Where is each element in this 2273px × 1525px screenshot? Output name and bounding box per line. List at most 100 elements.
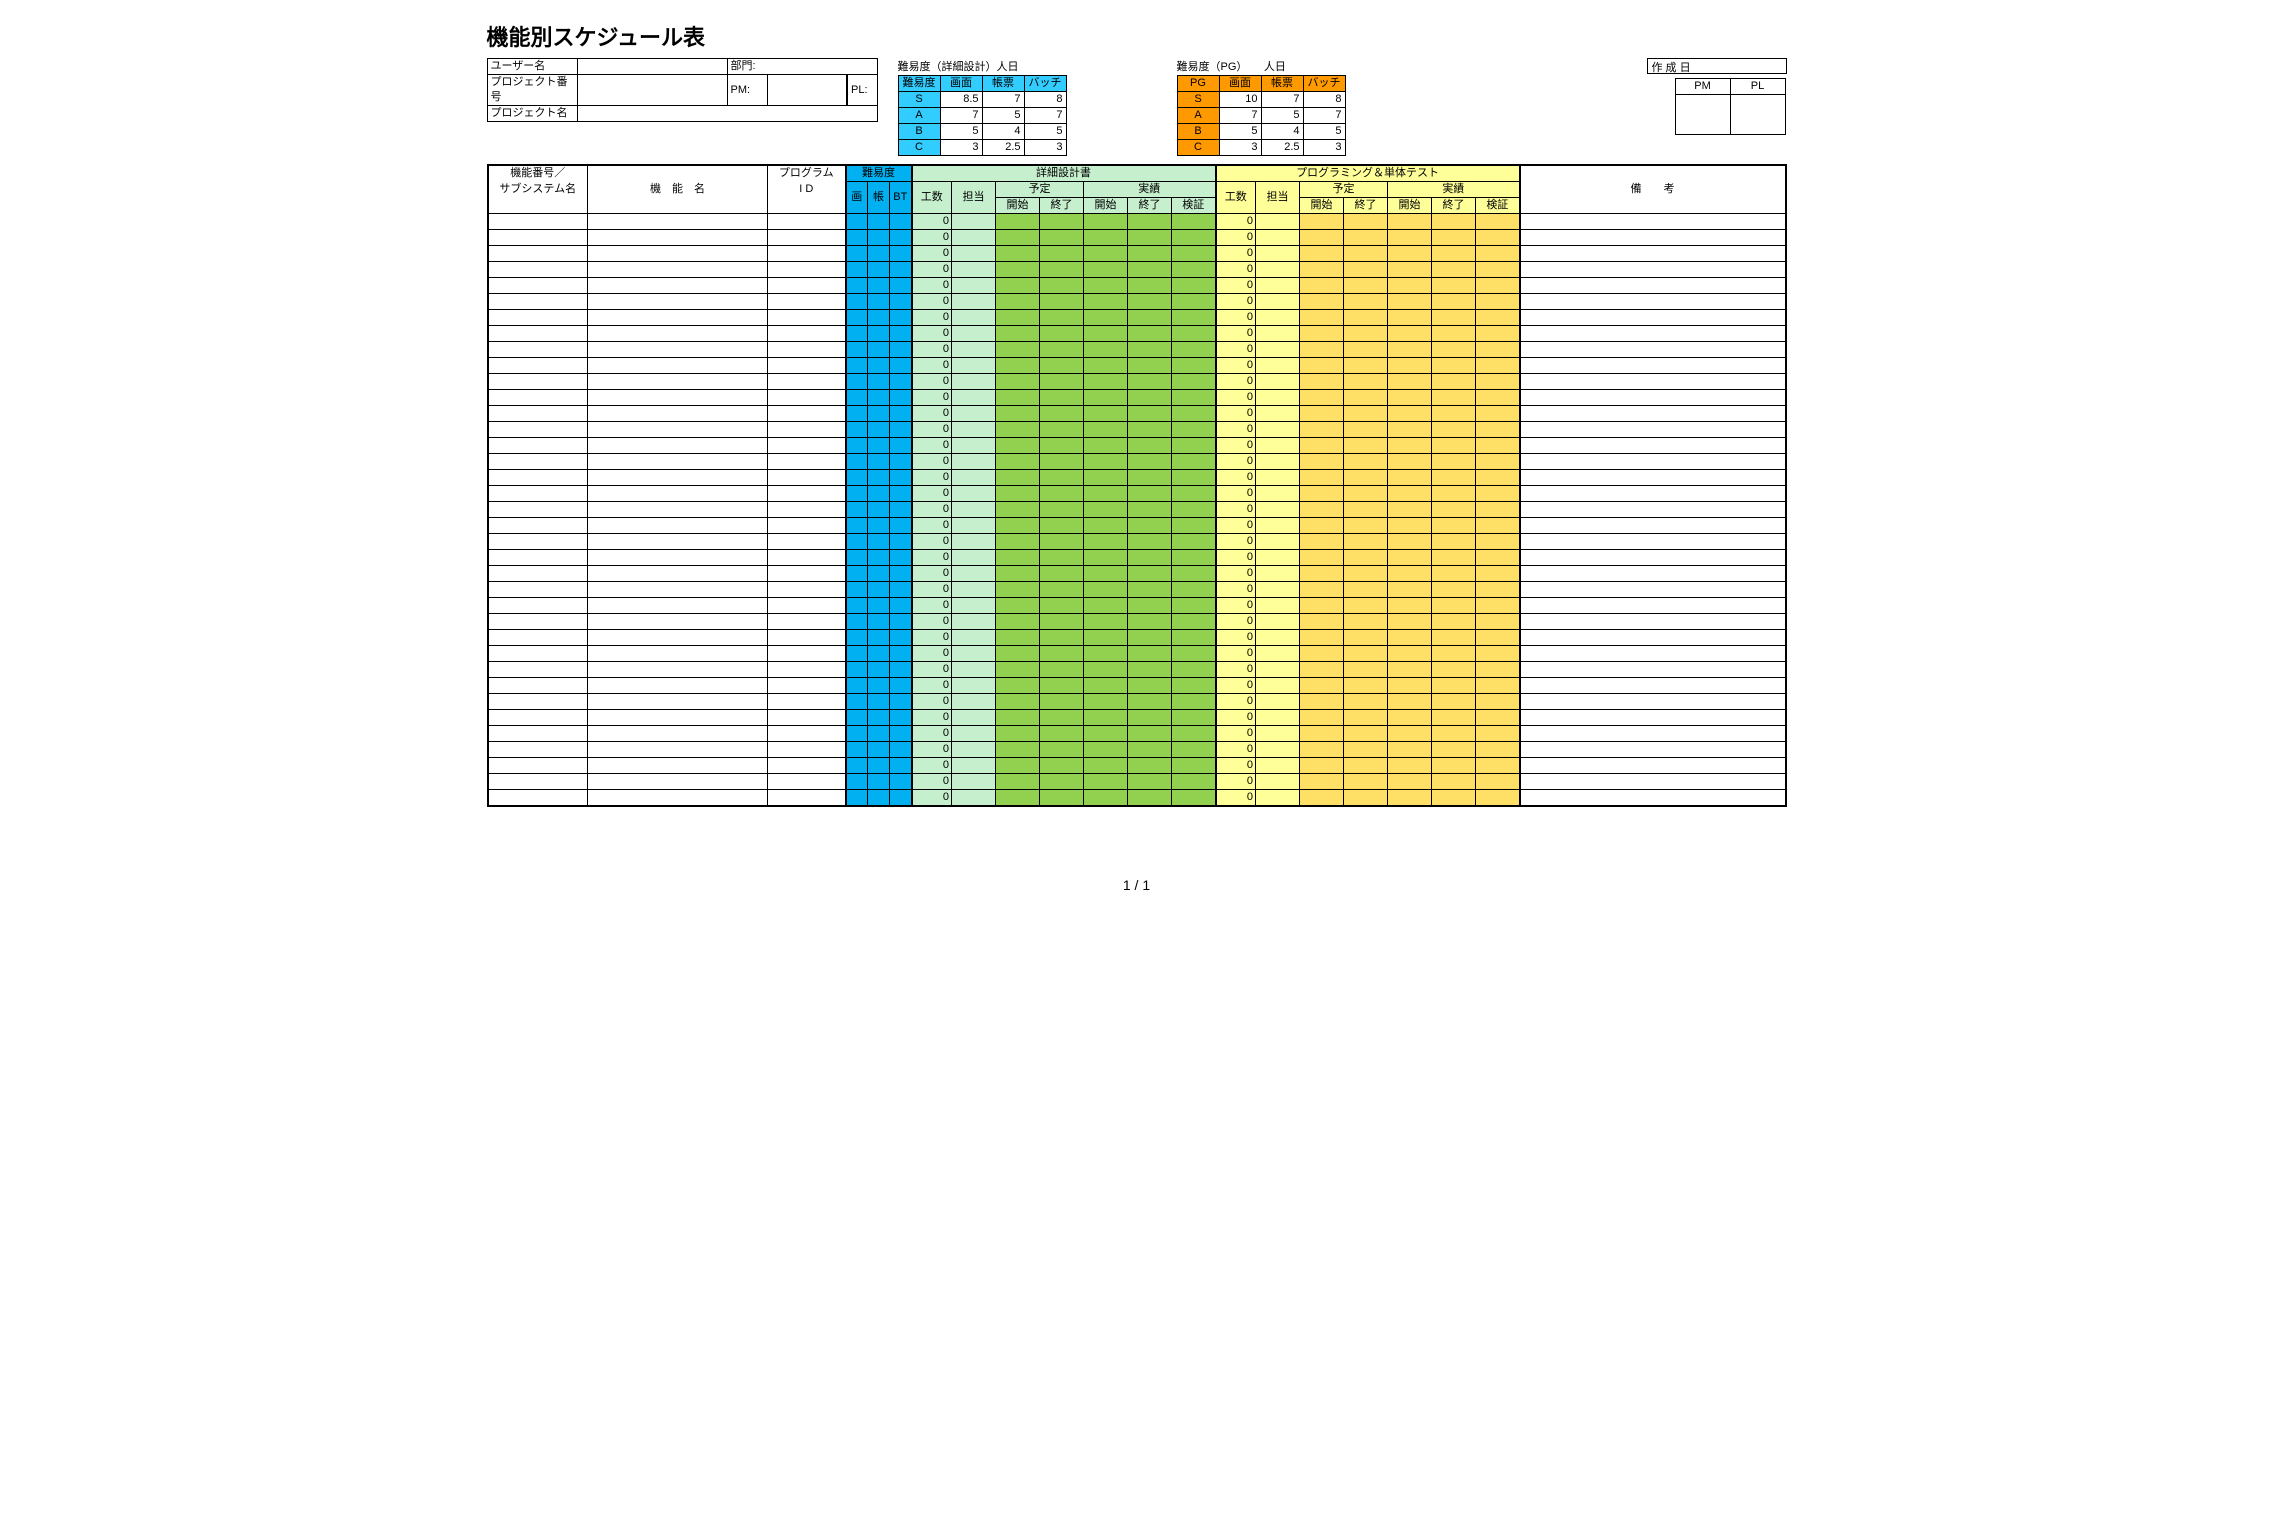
grid-cell[interactable] [996, 230, 1040, 246]
grid-cell[interactable] [588, 486, 768, 502]
grid-cell[interactable]: 0 [1216, 550, 1256, 566]
grid-cell[interactable] [952, 550, 996, 566]
grid-cell[interactable] [1520, 630, 1786, 646]
grid-cell[interactable] [1300, 774, 1344, 790]
grid-cell[interactable] [1520, 454, 1786, 470]
grid-cell[interactable] [1172, 438, 1216, 454]
grid-cell[interactable] [588, 774, 768, 790]
grid-cell[interactable] [890, 358, 912, 374]
grid-cell[interactable] [1520, 246, 1786, 262]
grid-cell[interactable] [1300, 758, 1344, 774]
grid-cell[interactable] [868, 358, 890, 374]
grid-cell[interactable] [1344, 630, 1388, 646]
grid-cell[interactable] [952, 438, 996, 454]
table-row[interactable]: 00 [488, 310, 1786, 326]
grid-cell[interactable] [768, 358, 846, 374]
grid-cell[interactable] [1476, 278, 1520, 294]
table-row[interactable]: 00 [488, 326, 1786, 342]
grid-cell[interactable] [1476, 742, 1520, 758]
grid-cell[interactable] [1476, 614, 1520, 630]
grid-cell[interactable] [1040, 342, 1084, 358]
grid-cell[interactable] [890, 550, 912, 566]
grid-cell[interactable]: 0 [912, 598, 952, 614]
table-row[interactable]: 00 [488, 598, 1786, 614]
grid-cell[interactable] [890, 582, 912, 598]
grid-cell[interactable] [1432, 646, 1476, 662]
grid-cell[interactable] [890, 598, 912, 614]
grid-cell[interactable]: 0 [912, 230, 952, 246]
grid-cell[interactable] [1256, 326, 1300, 342]
grid-cell[interactable] [588, 502, 768, 518]
grid-cell[interactable] [488, 326, 588, 342]
grid-cell[interactable] [1256, 534, 1300, 550]
grid-cell[interactable] [1476, 598, 1520, 614]
grid-cell[interactable] [846, 262, 868, 278]
grid-cell[interactable] [1084, 294, 1128, 310]
grid-cell[interactable] [768, 438, 846, 454]
grid-cell[interactable] [952, 534, 996, 550]
grid-cell[interactable] [1172, 726, 1216, 742]
grid-cell[interactable] [768, 758, 846, 774]
grid-cell[interactable] [1476, 262, 1520, 278]
grid-cell[interactable] [868, 630, 890, 646]
grid-cell[interactable] [768, 678, 846, 694]
grid-cell[interactable] [1172, 294, 1216, 310]
table-row[interactable]: 00 [488, 470, 1786, 486]
grid-cell[interactable] [588, 438, 768, 454]
grid-cell[interactable] [868, 246, 890, 262]
grid-cell[interactable] [1476, 230, 1520, 246]
grid-cell[interactable] [1128, 630, 1172, 646]
grid-cell[interactable] [1300, 422, 1344, 438]
grid-cell[interactable] [996, 582, 1040, 598]
grid-cell[interactable] [768, 422, 846, 438]
grid-cell[interactable] [868, 390, 890, 406]
grid-cell[interactable] [768, 742, 846, 758]
grid-cell[interactable] [588, 342, 768, 358]
grid-cell[interactable] [1300, 550, 1344, 566]
grid-cell[interactable] [768, 518, 846, 534]
grid-cell[interactable] [488, 406, 588, 422]
grid-cell[interactable] [1388, 246, 1432, 262]
grid-cell[interactable] [1172, 598, 1216, 614]
grid-cell[interactable] [768, 790, 846, 807]
grid-cell[interactable]: 0 [1216, 406, 1256, 422]
grid-cell[interactable] [846, 550, 868, 566]
grid-cell[interactable] [1040, 534, 1084, 550]
grid-cell[interactable] [588, 390, 768, 406]
grid-cell[interactable] [1476, 646, 1520, 662]
grid-cell[interactable] [588, 326, 768, 342]
grid-cell[interactable] [1084, 646, 1128, 662]
grid-cell[interactable]: 0 [912, 742, 952, 758]
grid-cell[interactable] [488, 214, 588, 230]
grid-cell[interactable] [1344, 374, 1388, 390]
grid-cell[interactable] [1432, 790, 1476, 807]
grid-cell[interactable]: 0 [1216, 310, 1256, 326]
grid-cell[interactable] [1476, 710, 1520, 726]
grid-cell[interactable]: 0 [1216, 614, 1256, 630]
grid-cell[interactable] [588, 230, 768, 246]
grid-cell[interactable] [588, 630, 768, 646]
grid-cell[interactable]: 0 [1216, 486, 1256, 502]
grid-cell[interactable] [1300, 646, 1344, 662]
grid-cell[interactable] [1040, 486, 1084, 502]
grid-cell[interactable] [1172, 694, 1216, 710]
grid-cell[interactable] [952, 326, 996, 342]
grid-cell[interactable] [868, 230, 890, 246]
grid-cell[interactable] [846, 294, 868, 310]
grid-cell[interactable] [1256, 550, 1300, 566]
grid-cell[interactable] [1300, 678, 1344, 694]
grid-cell[interactable] [1300, 630, 1344, 646]
grid-cell[interactable] [890, 470, 912, 486]
grid-cell[interactable] [1040, 406, 1084, 422]
grid-cell[interactable] [1128, 518, 1172, 534]
grid-cell[interactable] [1256, 374, 1300, 390]
grid-cell[interactable] [768, 614, 846, 630]
table-row[interactable]: 00 [488, 726, 1786, 742]
table-row[interactable]: 00 [488, 390, 1786, 406]
grid-cell[interactable]: 0 [912, 310, 952, 326]
grid-cell[interactable] [890, 630, 912, 646]
grid-cell[interactable] [1300, 742, 1344, 758]
grid-cell[interactable] [588, 758, 768, 774]
grid-cell[interactable] [996, 422, 1040, 438]
grid-cell[interactable] [868, 758, 890, 774]
